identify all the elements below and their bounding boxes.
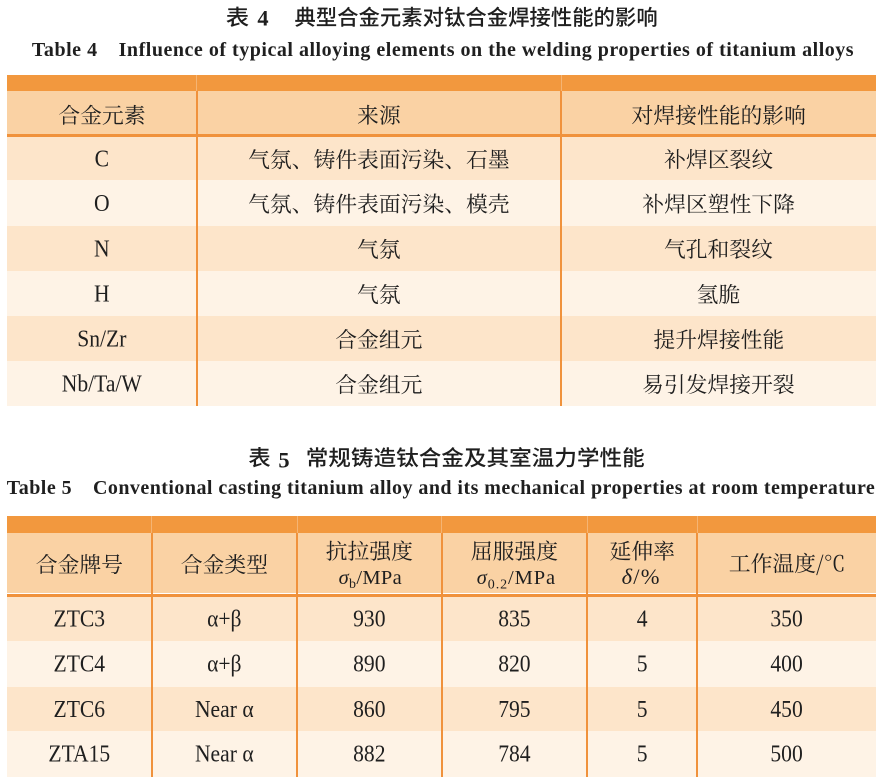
- svg-text:5: 5: [637, 696, 648, 722]
- svg-text:5: 5: [637, 650, 648, 676]
- svg-text:Near α: Near α: [195, 696, 254, 722]
- svg-text:500: 500: [770, 741, 802, 767]
- svg-text:Table 5 Conventional casting: Table 5 Conventional casting titanium al…: [7, 477, 875, 499]
- svg-text:α+β: α+β: [207, 650, 241, 676]
- svg-text:Near α: Near α: [195, 741, 254, 767]
- svg-text:795: 795: [498, 696, 530, 722]
- svg-text:Nb/Ta/W: Nb/Ta/W: [62, 370, 142, 396]
- svg-text:835: 835: [498, 606, 530, 632]
- svg-text:δ/%: δ/%: [622, 564, 661, 589]
- svg-text:ZTC4: ZTC4: [54, 650, 106, 676]
- svg-text:σ0.2/MPa: σ0.2/MPa: [477, 567, 556, 593]
- svg-text:450: 450: [770, 696, 802, 722]
- svg-text:930: 930: [353, 606, 385, 632]
- svg-text:820: 820: [498, 650, 530, 676]
- svg-text:882: 882: [353, 741, 385, 767]
- svg-text:350: 350: [770, 606, 802, 632]
- svg-text:ZTC6: ZTC6: [54, 696, 106, 722]
- svg-text:784: 784: [498, 741, 531, 767]
- svg-text:σb/MPa: σb/MPa: [339, 567, 402, 592]
- svg-text:Table 4 Influence of typical: Table 4 Influence of typical alloying el…: [32, 39, 854, 61]
- svg-text:5: 5: [278, 448, 289, 473]
- svg-text:Sn/Zr: Sn/Zr: [77, 325, 127, 351]
- svg-text:4: 4: [637, 606, 648, 632]
- svg-text:α+β: α+β: [207, 606, 241, 632]
- svg-text:ZTA15: ZTA15: [48, 741, 110, 767]
- svg-text:4: 4: [257, 5, 268, 30]
- svg-text:400: 400: [770, 650, 802, 676]
- svg-text:H: H: [94, 280, 110, 306]
- svg-text:860: 860: [353, 696, 385, 722]
- svg-text:N: N: [94, 235, 110, 261]
- svg-text:ZTC3: ZTC3: [54, 606, 106, 632]
- svg-text:O: O: [94, 190, 110, 216]
- svg-text:890: 890: [353, 650, 385, 676]
- svg-text:5: 5: [637, 741, 648, 767]
- svg-text:C: C: [95, 146, 109, 172]
